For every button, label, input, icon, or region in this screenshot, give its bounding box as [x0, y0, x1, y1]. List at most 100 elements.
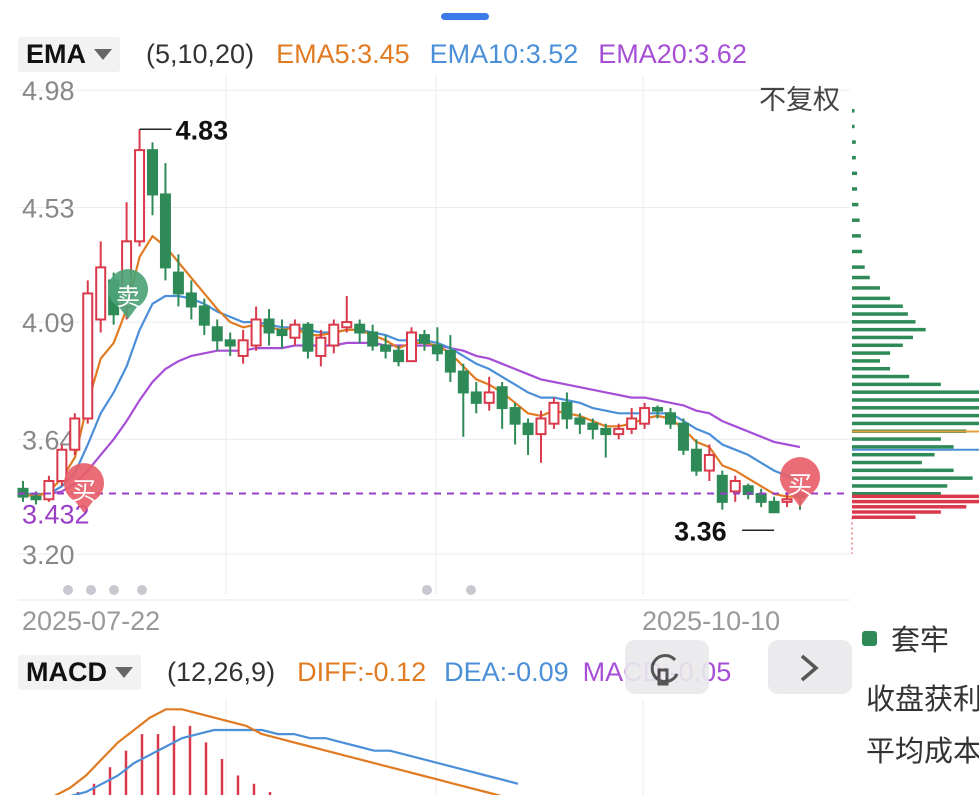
candle-body — [315, 336, 327, 357]
macd-chart[interactable] — [0, 699, 850, 795]
ema-selector[interactable]: EMA — [18, 36, 120, 72]
chip-bar-green — [852, 265, 865, 269]
chip-bar-green — [852, 296, 891, 301]
candle-body — [43, 480, 55, 501]
chevron-right-icon — [800, 654, 819, 682]
buy-signal-badge-text: 买 — [72, 477, 96, 505]
macd-params: (12,26,9) — [167, 656, 276, 687]
chip-bar-green — [852, 476, 973, 480]
chip-bar-red — [852, 505, 967, 509]
candle-body — [548, 401, 560, 425]
refresh-button[interactable] — [625, 640, 709, 694]
y-tick-label: 3.20 — [22, 540, 75, 570]
chip-bar-green — [852, 382, 941, 387]
pager-dot — [422, 585, 432, 595]
sell-signal-badge-shape — [108, 269, 149, 319]
candle-body — [250, 318, 262, 347]
chip-bar-green — [852, 445, 954, 449]
drag-handle[interactable] — [441, 13, 489, 20]
chip-bar-green — [852, 218, 860, 222]
candle-body — [729, 480, 741, 493]
candle-body — [652, 407, 664, 412]
candle-body — [302, 323, 314, 352]
grid-lines — [18, 75, 850, 601]
chip-legend: 套牢 — [862, 617, 949, 659]
macd-selector[interactable]: MACD — [18, 654, 141, 690]
candle-body — [483, 391, 495, 404]
ema-selector-label: EMA — [26, 38, 86, 69]
candle-body — [69, 417, 81, 451]
chip-bar-green — [852, 492, 941, 496]
pager-dot — [86, 585, 96, 595]
chip-bar-green — [852, 312, 908, 316]
candle-body — [328, 323, 340, 347]
legend-swatch — [862, 630, 877, 646]
diff-value: DIFF:-0.12 — [297, 656, 427, 687]
candle-body — [587, 422, 599, 430]
candle-body — [211, 326, 223, 342]
chip-bar-green — [852, 202, 859, 207]
date-start-label: 2025-07-22 — [22, 606, 161, 636]
candles — [17, 129, 806, 514]
low-price-label: 3.36 — [674, 516, 727, 546]
chip-bar-green — [852, 155, 856, 160]
chip-distribution — [851, 109, 979, 554]
chip-bar-red — [852, 515, 916, 519]
candle-body — [263, 318, 275, 334]
candle-body — [470, 391, 482, 404]
chip-bar-red — [852, 494, 979, 499]
candle-body — [522, 422, 534, 436]
ema10-value: EMA10:3.52 — [429, 38, 579, 69]
chip-bar-green — [852, 460, 922, 465]
candle-body — [431, 344, 443, 355]
candle-body — [509, 407, 521, 425]
candle-body — [341, 321, 353, 329]
ema10-line — [23, 294, 801, 496]
chip-profit-label: 收盘获利 — [866, 684, 979, 716]
chip-bar-green — [852, 327, 926, 332]
buy-signal-badge: 买 — [779, 457, 820, 507]
pager-dot — [63, 585, 73, 595]
macd-selector-label: MACD — [26, 656, 107, 687]
candle-body — [289, 323, 301, 339]
refresh-icon — [650, 654, 679, 686]
candle-body — [147, 149, 158, 196]
chip-bar-green — [852, 140, 856, 144]
chip-bar-green — [852, 390, 979, 394]
chip-avg-cost-label: 平均成本 — [866, 736, 979, 768]
candle-body — [457, 370, 469, 394]
dea-line — [70, 728, 519, 795]
candle-body — [496, 386, 508, 410]
chip-bar-green — [852, 374, 910, 379]
candle-body — [716, 474, 728, 503]
chevron-down-icon — [94, 48, 112, 60]
diff-line — [53, 708, 502, 795]
ema20-value: EMA20:3.62 — [598, 38, 747, 69]
ema-header: EMA (5,10,20) EMA5:3.45 EMA10:3.52 EMA20… — [18, 34, 747, 74]
buy-signal-badge-shape — [63, 463, 104, 513]
ema20-line — [23, 341, 801, 496]
candle-body — [755, 493, 767, 503]
candle-body — [781, 498, 793, 503]
candle-body — [56, 448, 68, 483]
chip-bar-green — [852, 452, 935, 457]
chip-bar-green — [852, 187, 858, 191]
candle-body — [393, 349, 405, 363]
candle-body — [665, 412, 676, 425]
next-button[interactable] — [768, 640, 852, 694]
buy-signal-badge-text: 买 — [788, 471, 812, 499]
candle-body — [561, 401, 573, 420]
ema5-value: EMA5:3.45 — [276, 38, 410, 69]
chip-bar-green — [852, 275, 870, 280]
ema-params: (5,10,20) — [146, 38, 255, 69]
candle-body — [30, 495, 42, 501]
candle-body — [639, 407, 651, 425]
pager-dot — [109, 585, 119, 595]
candle-body — [626, 417, 638, 430]
candle-body — [574, 417, 586, 425]
chip-bar-green — [852, 406, 979, 410]
chip-bar-green — [852, 484, 948, 488]
candle-body — [224, 339, 236, 347]
candle-body — [82, 292, 94, 420]
